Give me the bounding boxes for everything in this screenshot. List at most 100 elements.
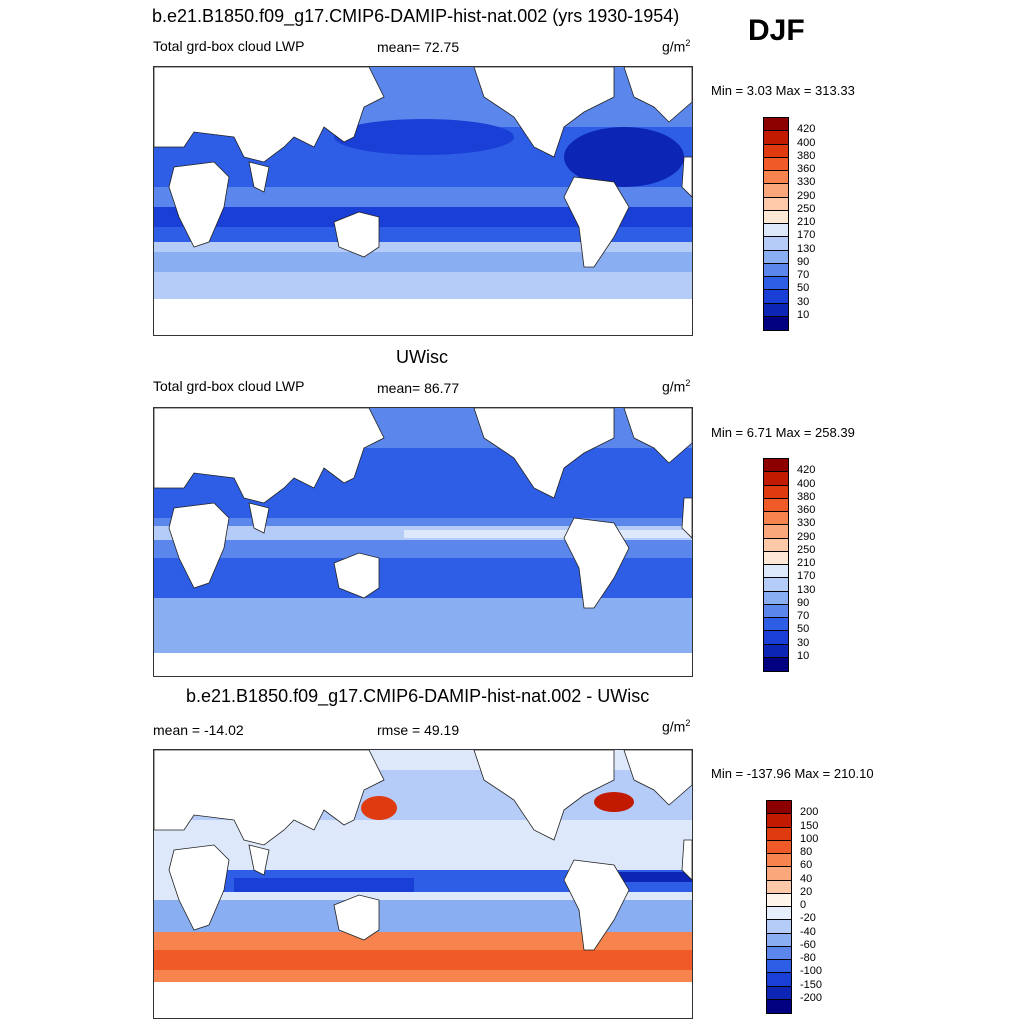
colorbar-tick-label: 420 <box>797 464 816 477</box>
colorbar-tick-label: 420 <box>797 123 816 136</box>
panel2-map <box>153 407 693 677</box>
colorbar-tick-label: 210 <box>797 216 816 228</box>
colorbar-tick-label: 30 <box>797 636 810 649</box>
colorbar-tick-label: 100 <box>800 832 819 845</box>
colorbar-swatch <box>767 920 791 934</box>
colorbar-swatch <box>764 591 788 605</box>
colorbar-swatch <box>764 263 788 277</box>
colorbar-tick-label: -80 <box>800 952 816 964</box>
panel2-minmax: Min = 6.71 Max = 258.39 <box>711 425 855 440</box>
colorbar-tick-label: 380 <box>797 149 816 162</box>
colorbar-swatch <box>764 171 788 185</box>
colorbar-tick-label: 360 <box>797 163 816 175</box>
colorbar-swatch <box>764 631 788 645</box>
colorbar-swatch <box>767 893 791 907</box>
colorbar-tick-label: 250 <box>797 543 816 556</box>
colorbar-tick-label: 250 <box>797 202 816 215</box>
colorbar-swatch <box>767 867 791 881</box>
colorbar-swatch <box>764 472 788 486</box>
colorbar-tick-label: 50 <box>797 282 810 295</box>
colorbar-tick-label: 330 <box>797 176 816 189</box>
colorbar-swatch <box>764 644 788 658</box>
colorbar-tick-label: 90 <box>797 596 810 609</box>
colorbar-swatch <box>764 277 788 291</box>
colorbar-tick-label: 170 <box>797 570 816 583</box>
colorbar-tick-label: 70 <box>797 610 810 622</box>
panel2-mean-label: mean= 86.77 <box>377 380 460 396</box>
colorbar-swatch <box>764 498 788 512</box>
colorbar-swatch <box>764 657 788 671</box>
colorbar-swatch <box>764 604 788 618</box>
colorbar-tick-label: 60 <box>800 859 813 872</box>
panel2-variable-label: Total grd-box cloud LWP <box>153 378 305 394</box>
colorbar-tick-label: -20 <box>800 912 816 925</box>
colorbar-tick-label: -150 <box>800 978 823 991</box>
panel3-minmax: Min = -137.96 Max = 210.10 <box>711 766 874 781</box>
panel1-title: b.e21.B1850.f09_g17.CMIP6-DAMIP-hist-nat… <box>152 6 680 26</box>
colorbar-tick-label: -100 <box>800 965 823 978</box>
colorbar-tick-label: 150 <box>800 819 819 832</box>
colorbar-swatch <box>767 827 791 841</box>
colorbar-tick-label: -200 <box>800 991 823 1004</box>
panel3-mean-label: mean = -14.02 <box>153 722 244 738</box>
colorbar-swatch <box>764 250 788 264</box>
colorbar-swatch <box>767 880 791 894</box>
panel1-map-field <box>154 67 692 335</box>
panel1-mean-label: mean= 72.75 <box>377 39 460 55</box>
panel1-map <box>153 66 693 336</box>
colorbar-swatch <box>764 512 788 526</box>
colorbar-swatch <box>767 801 791 815</box>
colorbar-swatch <box>764 551 788 565</box>
panel2-colorbar <box>763 458 789 672</box>
colorbar-tick-label: 400 <box>797 136 816 149</box>
season-label: DJF <box>748 14 805 47</box>
colorbar-tick-label: 0 <box>800 899 807 911</box>
colorbar-swatch <box>764 237 788 251</box>
colorbar-swatch <box>764 618 788 632</box>
panel1-variable-label: Total grd-box cloud LWP <box>153 38 305 54</box>
colorbar-tick-label: 380 <box>797 490 816 503</box>
colorbar-swatch <box>764 131 788 145</box>
colorbar-tick-label: 30 <box>797 295 810 308</box>
colorbar-swatch <box>764 210 788 224</box>
colorbar-swatch <box>764 157 788 171</box>
colorbar-tick-label: 10 <box>797 649 810 662</box>
colorbar-tick-label: 290 <box>797 189 816 202</box>
colorbar-swatch <box>764 197 788 211</box>
panel3-title: b.e21.B1850.f09_g17.CMIP6-DAMIP-hist-nat… <box>186 686 650 706</box>
colorbar-swatch <box>767 946 791 960</box>
colorbar-swatch <box>764 578 788 592</box>
colorbar-swatch <box>764 316 788 330</box>
panel2-units: g/m2 <box>662 378 691 395</box>
colorbar-swatch <box>767 933 791 947</box>
colorbar-swatch <box>764 290 788 304</box>
colorbar-tick-label: 50 <box>797 623 810 636</box>
colorbar-swatch <box>764 118 788 132</box>
colorbar-swatch <box>767 814 791 828</box>
panel2-map-field <box>154 408 692 676</box>
colorbar-swatch <box>767 907 791 921</box>
colorbar-swatch <box>767 973 791 987</box>
panel3-units: g/m2 <box>662 718 691 735</box>
colorbar-tick-label: -40 <box>800 925 816 938</box>
panel3-colorbar <box>766 800 792 1014</box>
colorbar-tick-label: 20 <box>800 885 813 898</box>
colorbar-swatch <box>764 565 788 579</box>
panel1-units: g/m2 <box>662 38 691 55</box>
colorbar-swatch <box>767 999 791 1013</box>
colorbar-swatch <box>767 840 791 854</box>
colorbar-swatch <box>764 224 788 238</box>
colorbar-tick-label: 90 <box>797 255 810 268</box>
colorbar-tick-label: -60 <box>800 938 816 951</box>
panel1-minmax: Min = 3.03 Max = 313.33 <box>711 83 855 98</box>
panel3-rmse-label: rmse = 49.19 <box>377 722 460 738</box>
panel2-title: UWisc <box>396 347 448 367</box>
colorbar-swatch <box>764 485 788 499</box>
colorbar-swatch <box>764 525 788 539</box>
colorbar-swatch <box>764 303 788 317</box>
colorbar-tick-label: 360 <box>797 504 816 516</box>
colorbar-tick-label: 130 <box>797 242 816 255</box>
colorbar-swatch <box>767 960 791 974</box>
colorbar-tick-label: 200 <box>800 806 819 819</box>
colorbar-swatch <box>767 986 791 1000</box>
